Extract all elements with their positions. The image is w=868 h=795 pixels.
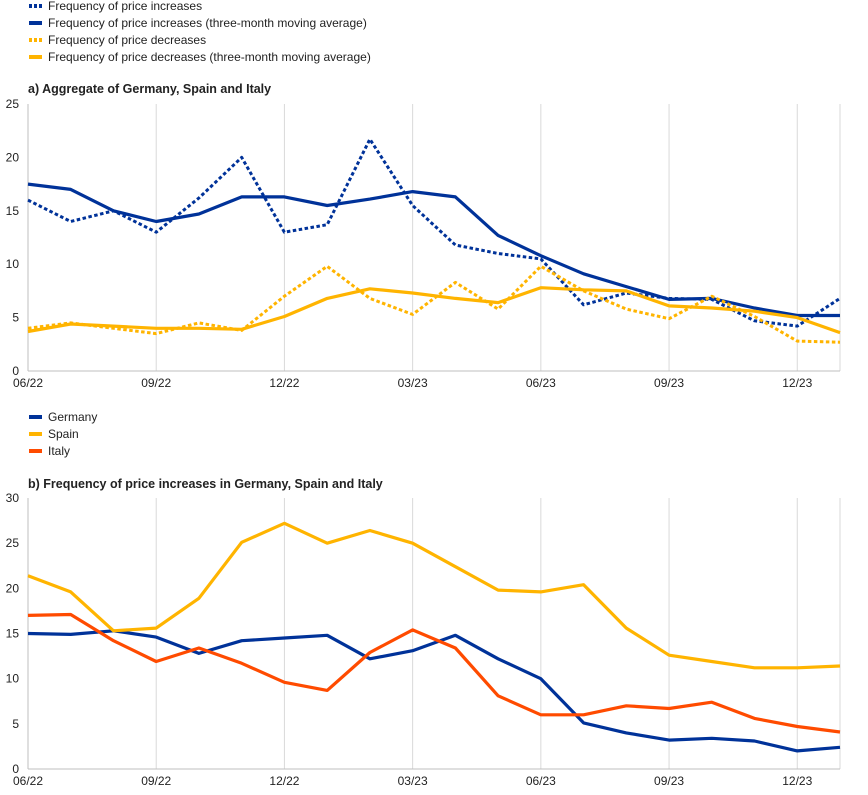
plot-area-a: 06/22 09/22 12/22 03/23 06/23 09/23 12/23 0 5 10 1… (6, 97, 841, 390)
y-tick-label: 30 (6, 491, 20, 505)
x-tick-label: 09/22 (141, 774, 171, 788)
x-tick-label: 03/23 (398, 774, 428, 788)
series-line-italy (27, 612, 841, 734)
y-tick-label: 5 (12, 311, 19, 325)
y-tick-label: 0 (12, 364, 19, 378)
legend-label-frequency-of-price-decreases: Frequency of price decreases (48, 33, 206, 47)
y-tick-label: 10 (6, 672, 20, 686)
x-tick-label: 09/23 (654, 774, 684, 788)
series-line-frequency-of-price-increases-three-month-moving-average (27, 182, 840, 318)
series-line-frequency-of-price-decreases-three-month-moving-average (27, 286, 841, 335)
y-tick-label: 5 (12, 717, 19, 731)
x-tick-label: 09/22 (141, 376, 171, 390)
y-tick-label: 15 (6, 627, 20, 641)
x-tick-label: 09/23 (654, 376, 684, 390)
panel-b-title: b) Frequency of price increases in Germa… (28, 477, 383, 491)
x-tick-label: 12/22 (269, 376, 299, 390)
y-tick-label: 25 (6, 97, 20, 111)
y-tick-label: 20 (6, 150, 20, 164)
legend-label-frequency-of-price-increases: Frequency of price increases (48, 0, 202, 13)
series-line-spain (27, 521, 841, 670)
x-tick-label: 06/22 (13, 774, 43, 788)
y-tick-label: 10 (6, 257, 20, 271)
legend-label-italy: Italy (48, 444, 70, 458)
panel-a-title: a) Aggregate of Germany, Spain and Italy (28, 82, 271, 96)
x-tick-label: 06/23 (526, 774, 556, 788)
y-tick-label: 0 (12, 762, 19, 776)
series-line-germany (27, 629, 841, 753)
legend-label-germany: Germany (48, 410, 97, 424)
legend-panel-b: Germany Spain Italy (29, 410, 97, 458)
x-tick-label: 12/23 (782, 376, 812, 390)
x-tick-label: 12/22 (269, 774, 299, 788)
legend-label-frequency-of-price-increases-three-month-moving-average: Frequency of price increases (three-mont… (48, 16, 367, 30)
x-tick-label: 12/23 (782, 774, 812, 788)
plot-area-b: 06/22 09/22 12/22 03/23 06/23 09/23 12/23 0 5 10 1… (6, 491, 841, 788)
legend-label-frequency-of-price-decreases-three-month-moving-average: Frequency of price decreases (three-mont… (48, 50, 371, 64)
x-tick-label: 03/23 (398, 376, 428, 390)
x-tick-label: 06/23 (526, 376, 556, 390)
panel-a: Frequency of price increases Frequency of… (6, 0, 841, 390)
legend-label-spain: Spain (48, 427, 79, 441)
x-tick-label: 06/22 (13, 376, 43, 390)
y-tick-label: 20 (6, 581, 20, 595)
y-tick-label: 25 (6, 536, 20, 550)
legend-panel-a: Frequency of price increases Frequency of… (29, 0, 371, 64)
y-tick-label: 15 (6, 204, 20, 218)
panel-b: Germany Spain Italy b) Frequency of price … (6, 410, 841, 788)
